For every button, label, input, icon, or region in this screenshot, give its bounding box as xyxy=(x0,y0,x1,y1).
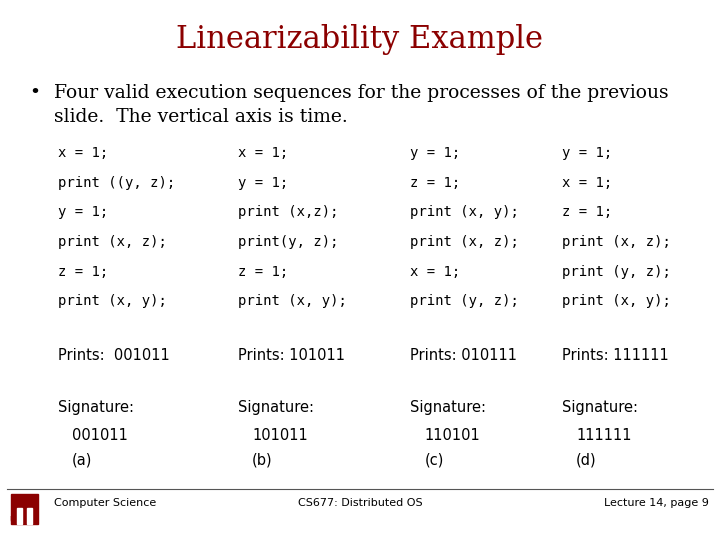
Text: •: • xyxy=(29,84,40,102)
Text: print(y, z);: print(y, z); xyxy=(238,235,338,249)
Text: print ((y, z);: print ((y, z); xyxy=(58,176,175,190)
Text: Signature:: Signature: xyxy=(562,400,638,415)
Bar xyxy=(11,494,38,524)
Text: Prints:  001011: Prints: 001011 xyxy=(58,348,169,363)
Text: z = 1;: z = 1; xyxy=(238,265,288,279)
Text: print (x, y);: print (x, y); xyxy=(562,294,670,308)
Text: print (x, y);: print (x, y); xyxy=(58,294,166,308)
Text: (a): (a) xyxy=(72,453,92,468)
Text: Prints: 010111: Prints: 010111 xyxy=(410,348,518,363)
Text: Prints: 101011: Prints: 101011 xyxy=(238,348,345,363)
Text: (b): (b) xyxy=(252,453,273,468)
Text: print (x, z);: print (x, z); xyxy=(410,235,519,249)
Text: Signature:: Signature: xyxy=(238,400,314,415)
Text: slide.  The vertical axis is time.: slide. The vertical axis is time. xyxy=(54,108,348,126)
Text: Four valid execution sequences for the processes of the previous: Four valid execution sequences for the p… xyxy=(54,84,669,102)
Text: (c): (c) xyxy=(425,453,444,468)
Text: y = 1;: y = 1; xyxy=(58,205,108,219)
Text: x = 1;: x = 1; xyxy=(58,146,108,160)
Text: Signature:: Signature: xyxy=(58,400,134,415)
Text: 111111: 111111 xyxy=(576,428,631,443)
Text: UMASS: UMASS xyxy=(9,516,40,525)
Text: z = 1;: z = 1; xyxy=(58,265,108,279)
Text: y = 1;: y = 1; xyxy=(238,176,288,190)
Text: z = 1;: z = 1; xyxy=(562,205,612,219)
Text: CS677: Distributed OS: CS677: Distributed OS xyxy=(297,498,423,508)
Text: x = 1;: x = 1; xyxy=(410,265,461,279)
Text: y = 1;: y = 1; xyxy=(410,146,461,160)
Text: print (x, y);: print (x, y); xyxy=(238,294,346,308)
Bar xyxy=(17,508,22,524)
Text: Prints: 111111: Prints: 111111 xyxy=(562,348,668,363)
Text: Lecture 14, page 9: Lecture 14, page 9 xyxy=(604,498,709,508)
Text: print (y, z);: print (y, z); xyxy=(562,265,670,279)
Text: print (x, z);: print (x, z); xyxy=(58,235,166,249)
Text: z = 1;: z = 1; xyxy=(410,176,461,190)
Text: Signature:: Signature: xyxy=(410,400,487,415)
Text: Computer Science: Computer Science xyxy=(54,498,156,508)
Text: 001011: 001011 xyxy=(72,428,128,443)
Text: Linearizability Example: Linearizability Example xyxy=(176,24,544,55)
Text: y = 1;: y = 1; xyxy=(562,146,612,160)
Text: x = 1;: x = 1; xyxy=(562,176,612,190)
Text: print (x,z);: print (x,z); xyxy=(238,205,338,219)
Text: x = 1;: x = 1; xyxy=(238,146,288,160)
Text: 101011: 101011 xyxy=(252,428,307,443)
Text: 110101: 110101 xyxy=(425,428,480,443)
Bar xyxy=(27,508,32,524)
Text: print (x, y);: print (x, y); xyxy=(410,205,519,219)
Text: (d): (d) xyxy=(576,453,597,468)
Text: print (x, z);: print (x, z); xyxy=(562,235,670,249)
Text: print (y, z);: print (y, z); xyxy=(410,294,519,308)
